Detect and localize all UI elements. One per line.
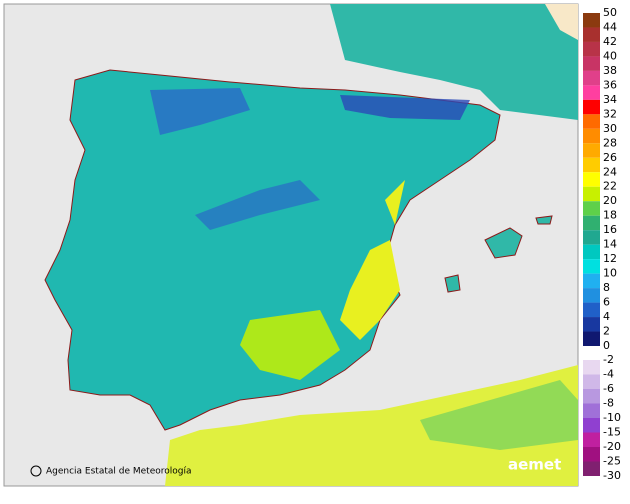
switzerland-land xyxy=(545,4,578,40)
africa-land xyxy=(165,365,578,486)
legend-swatch xyxy=(583,56,600,71)
legend-swatch xyxy=(583,273,600,289)
legend-swatch xyxy=(583,215,600,231)
cold-area xyxy=(150,88,250,135)
legend-label: -30 xyxy=(603,469,621,482)
legend-label: 40 xyxy=(603,49,617,62)
legend-swatch xyxy=(583,374,600,389)
legend-label: 8 xyxy=(603,281,610,294)
legend-swatch xyxy=(583,85,600,100)
africa-green xyxy=(420,380,578,450)
legend-swatch xyxy=(583,41,600,57)
legend-swatch xyxy=(583,447,600,462)
legend-label: 38 xyxy=(603,64,617,77)
cold-area xyxy=(340,95,470,120)
warm-area xyxy=(340,240,400,340)
legend-swatch xyxy=(583,201,600,216)
legend-label: 12 xyxy=(603,252,617,265)
legend-swatch xyxy=(583,143,600,158)
aemet-logo: aemet xyxy=(508,456,561,474)
warm-area xyxy=(385,180,405,225)
legend-swatch xyxy=(583,172,600,187)
agency-name: Agencia Estatal de Meteorología xyxy=(46,467,192,477)
legend-label: 20 xyxy=(603,194,617,207)
legend-swatch xyxy=(583,389,600,404)
copyright-icon xyxy=(30,465,42,477)
legend-label: -2 xyxy=(603,353,614,366)
legend-swatch xyxy=(583,259,600,274)
legend-label: 14 xyxy=(603,238,617,251)
legend-swatch xyxy=(583,432,600,447)
legend-swatch xyxy=(583,27,600,42)
legend-swatch xyxy=(583,360,600,375)
legend-label: 18 xyxy=(603,209,617,222)
legend-swatch xyxy=(583,230,600,245)
legend-label: -15 xyxy=(603,426,621,439)
legend-label: 30 xyxy=(603,122,617,135)
legend-swatch xyxy=(583,244,600,260)
legend-swatch xyxy=(583,128,600,144)
legend-label: 32 xyxy=(603,107,617,120)
legend-swatch xyxy=(583,114,600,129)
legend-swatch xyxy=(583,418,600,433)
legend-swatch xyxy=(583,461,600,476)
legend-label: 34 xyxy=(603,93,617,106)
legend-label: 6 xyxy=(603,296,610,309)
legend-label: 28 xyxy=(603,136,617,149)
legend-swatch xyxy=(583,13,600,28)
ibiza xyxy=(444,274,461,293)
iberia-land xyxy=(44,69,501,431)
legend-label: 22 xyxy=(603,180,617,193)
legend-label: -4 xyxy=(603,368,614,381)
warm-area xyxy=(240,310,340,380)
legend-label: 10 xyxy=(603,267,617,280)
legend-label: 44 xyxy=(603,20,617,33)
legend-label: 0 xyxy=(603,339,610,352)
legend-label: -25 xyxy=(603,455,621,468)
legend-label: -8 xyxy=(603,397,614,410)
legend-swatch xyxy=(583,302,600,318)
legend-label: -20 xyxy=(603,440,621,453)
legend-label: 2 xyxy=(603,325,610,338)
legend-label: 24 xyxy=(603,165,617,178)
legend-label: 4 xyxy=(603,310,610,323)
mallorca xyxy=(484,227,523,259)
legend-label: 50 xyxy=(603,6,617,19)
legend-swatch xyxy=(583,99,600,115)
cold-area xyxy=(195,180,320,230)
menorca xyxy=(535,215,553,225)
legend-label: -6 xyxy=(603,382,614,395)
legend: 5044424038363432302826242220181614121086… xyxy=(583,6,621,482)
legend-label: 26 xyxy=(603,151,617,164)
legend-swatch xyxy=(583,331,600,346)
legend-label: 42 xyxy=(603,35,617,48)
legend-label: -10 xyxy=(603,411,621,424)
legend-swatch xyxy=(583,317,600,332)
legend-swatch xyxy=(583,70,600,86)
legend-swatch xyxy=(583,157,600,173)
legend-label: 36 xyxy=(603,78,617,91)
legend-swatch xyxy=(583,403,600,418)
legend-label: 16 xyxy=(603,223,617,236)
legend-swatch xyxy=(583,288,600,303)
legend-swatch xyxy=(583,186,600,202)
france-land xyxy=(330,4,578,120)
